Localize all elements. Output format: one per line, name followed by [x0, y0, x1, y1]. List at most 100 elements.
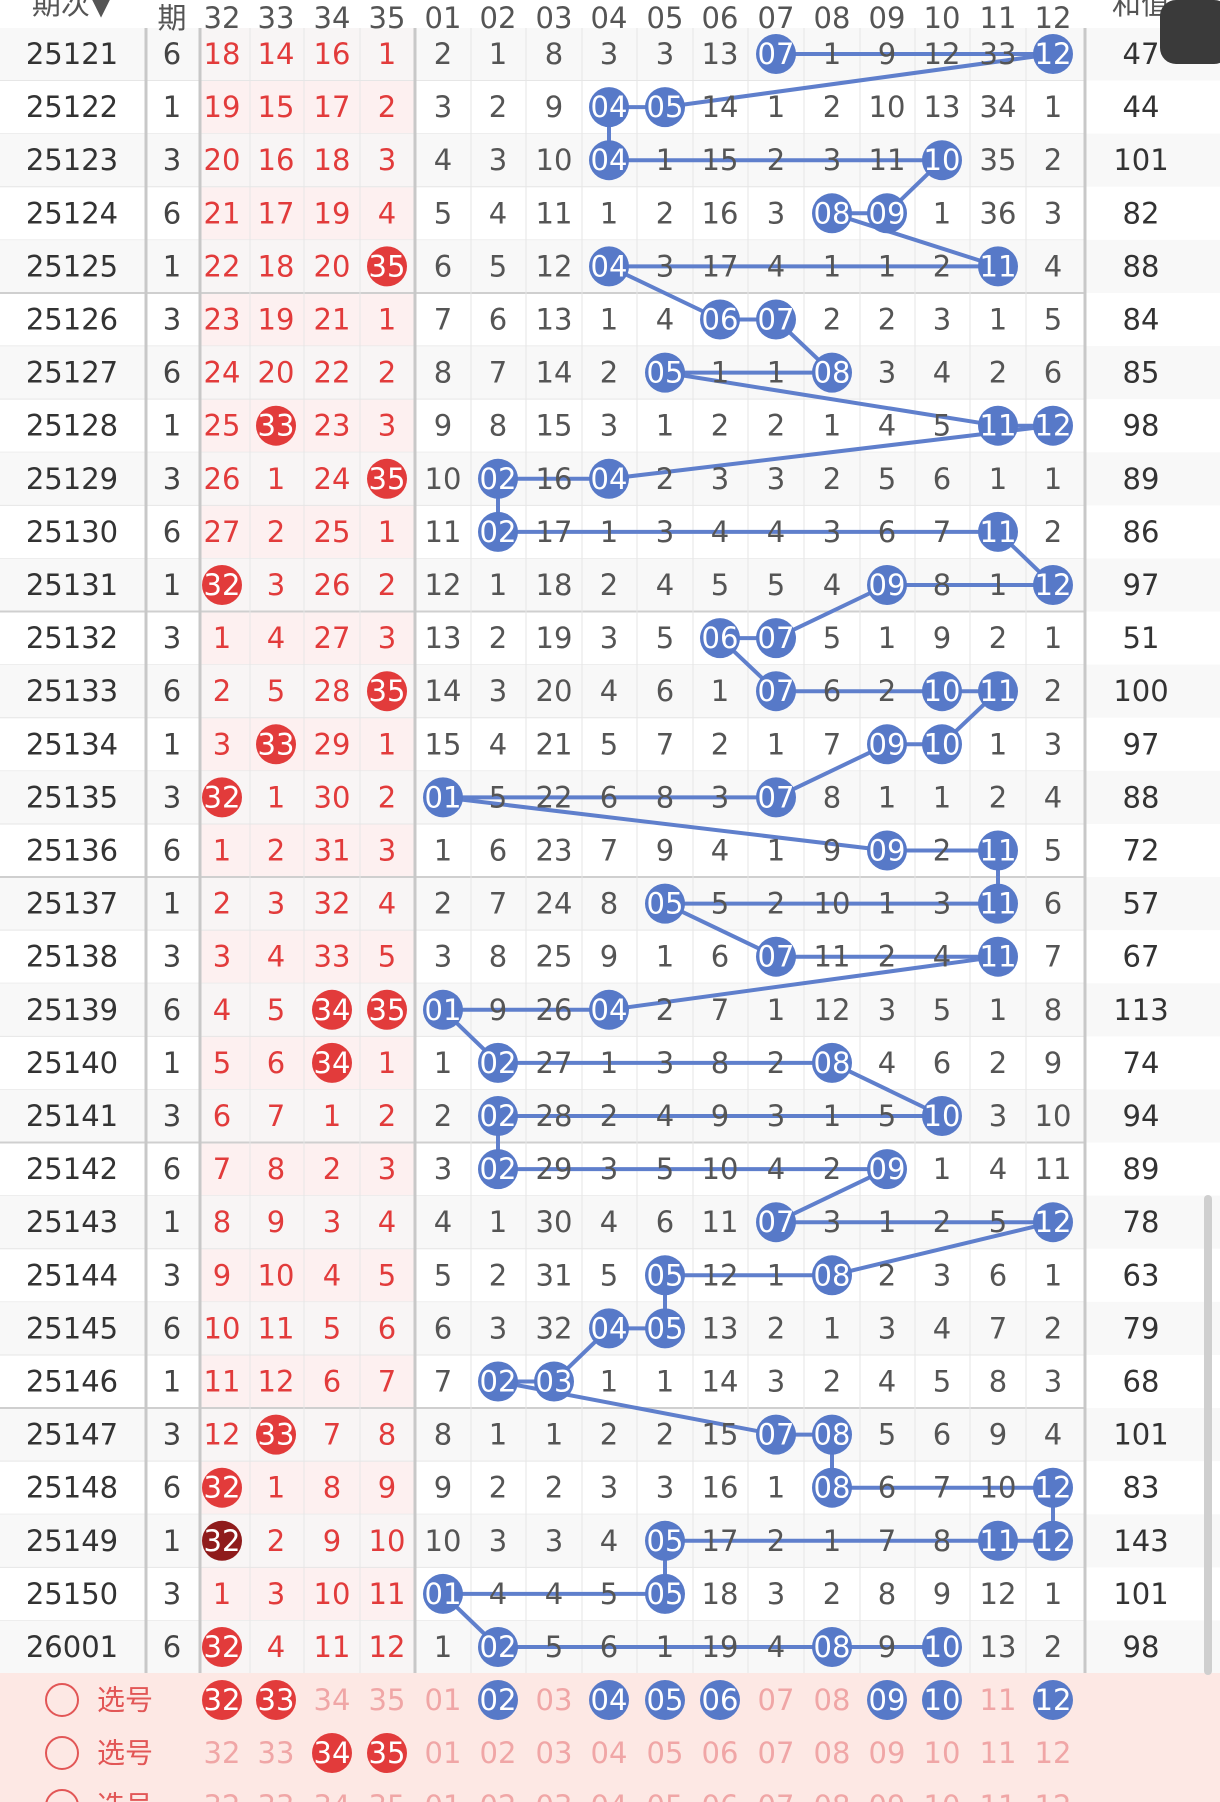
blue-miss-cell: 1	[434, 1046, 452, 1080]
pick-blue-option[interactable]: 04	[591, 1736, 628, 1770]
pick-blue-option[interactable]: 11	[980, 1683, 1017, 1717]
pick-blue-option[interactable]: 12	[1035, 1736, 1072, 1770]
pick-blue-label[interactable]: 04	[591, 1683, 628, 1717]
blue-miss-cell: 2	[823, 1365, 841, 1399]
pick-blue-option[interactable]: 06	[702, 1789, 739, 1802]
pick-red-option[interactable]: 35	[369, 1789, 406, 1802]
period-cell: 25139	[26, 993, 118, 1027]
pick-blue-ball[interactable]	[478, 1680, 518, 1720]
pick-red-ball[interactable]	[256, 1680, 296, 1720]
pick-blue-ball[interactable]	[867, 1680, 907, 1720]
pick-blue-option[interactable]: 03	[536, 1736, 573, 1770]
blue-miss-cell: 3	[656, 1046, 674, 1080]
pick-radio[interactable]	[45, 1789, 79, 1802]
trend-line	[831, 1220, 1054, 1278]
blue-ball-label: 12	[1035, 1205, 1072, 1239]
pick-blue-option[interactable]: 03	[536, 1683, 573, 1717]
pick-red-label[interactable]: 33	[258, 1683, 295, 1717]
pick-red-ball[interactable]	[367, 1733, 407, 1773]
pick-blue-label[interactable]: 09	[869, 1683, 906, 1717]
blue-miss-cell: 4	[933, 1311, 951, 1345]
red-miss-cell: 10	[369, 1524, 406, 1558]
pick-blue-option[interactable]: 12	[1035, 1789, 1072, 1802]
red-miss-cell: 3	[323, 1205, 341, 1239]
pick-red-option[interactable]: 34	[314, 1789, 351, 1802]
pick-blue-option[interactable]: 05	[647, 1789, 684, 1802]
sum-cell: 98	[1123, 1630, 1160, 1664]
pick-red-option[interactable]: 34	[314, 1683, 351, 1717]
blue-ball-label: 10	[924, 1630, 961, 1664]
blue-miss-cell: 4	[656, 303, 674, 337]
pick-blue-option[interactable]: 07	[758, 1736, 795, 1770]
pick-blue-ball[interactable]	[922, 1680, 962, 1720]
blue-ball-label: 05	[647, 887, 684, 921]
blue-miss-cell: 1	[656, 143, 674, 177]
pick-blue-ball[interactable]	[589, 1680, 629, 1720]
period-cell: 25134	[26, 727, 118, 761]
pick-blue-label[interactable]: 10	[924, 1683, 961, 1717]
pick-blue-option[interactable]: 07	[758, 1789, 795, 1802]
red-miss-cell: 19	[204, 90, 241, 124]
pick-blue-option[interactable]: 09	[869, 1736, 906, 1770]
pick-red-option[interactable]: 35	[369, 1683, 406, 1717]
scrollbar[interactable]	[1204, 1195, 1212, 1675]
header-blue-col: 06	[702, 1, 739, 35]
blue-ball	[478, 1042, 518, 1083]
pick-blue-option[interactable]: 08	[814, 1683, 851, 1717]
pick-blue-option[interactable]: 09	[869, 1789, 906, 1802]
pick-blue-ball[interactable]	[1033, 1680, 1073, 1720]
blue-miss-cell: 12	[425, 568, 462, 602]
blue-miss-cell: 2	[434, 37, 452, 71]
pick-red-option[interactable]: 33	[258, 1789, 295, 1802]
pick-blue-option[interactable]: 10	[924, 1789, 961, 1802]
pick-red-option[interactable]: 32	[204, 1736, 241, 1770]
pick-blue-option[interactable]: 02	[480, 1736, 517, 1770]
pick-blue-option[interactable]: 11	[980, 1736, 1017, 1770]
pick-red-option[interactable]: 32	[204, 1789, 241, 1802]
blue-miss-cell: 3	[933, 887, 951, 921]
blue-miss-cell: 3	[1044, 727, 1062, 761]
blue-miss-cell: 2	[600, 1099, 618, 1133]
pick-blue-label[interactable]: 02	[480, 1683, 517, 1717]
pick-radio[interactable]	[45, 1736, 79, 1770]
header-period[interactable]: 期次▼	[32, 0, 113, 21]
pick-red-label[interactable]: 35	[369, 1736, 406, 1770]
pick-blue-label[interactable]: 12	[1035, 1683, 1072, 1717]
pick-blue-option[interactable]: 08	[814, 1736, 851, 1770]
pick-blue-option[interactable]: 01	[425, 1683, 462, 1717]
pick-blue-option[interactable]: 10	[924, 1736, 961, 1770]
blue-ball-label: 08	[814, 1471, 851, 1505]
pick-blue-option[interactable]: 01	[425, 1789, 462, 1802]
red-ball-label: 35	[369, 249, 406, 283]
blue-ball	[534, 1361, 574, 1402]
pick-blue-option[interactable]: 11	[980, 1789, 1017, 1802]
pick-blue-ball[interactable]	[645, 1680, 685, 1720]
blue-miss-cell: 3	[489, 143, 507, 177]
blue-ball	[589, 246, 629, 287]
pick-blue-option[interactable]: 01	[425, 1736, 462, 1770]
red-ball	[202, 565, 242, 605]
pick-red-ball[interactable]	[312, 1733, 352, 1773]
pick-blue-option[interactable]: 08	[814, 1789, 851, 1802]
pick-blue-option[interactable]: 06	[702, 1736, 739, 1770]
pick-blue-option[interactable]: 03	[536, 1789, 573, 1802]
pick-red-label[interactable]: 32	[204, 1683, 241, 1717]
pick-blue-label[interactable]: 06	[702, 1683, 739, 1717]
pick-blue-option[interactable]: 07	[758, 1683, 795, 1717]
pick-red-option[interactable]: 33	[258, 1736, 295, 1770]
blue-miss-cell: 13	[702, 1311, 739, 1345]
pick-red-ball[interactable]	[202, 1680, 242, 1720]
pick-blue-option[interactable]: 02	[480, 1789, 517, 1802]
blue-miss-cell: 2	[1044, 515, 1062, 549]
blue-miss-cell: 1	[878, 780, 896, 814]
pick-blue-option[interactable]: 04	[591, 1789, 628, 1802]
pick-radio[interactable]	[45, 1683, 79, 1717]
blue-ball-label: 07	[758, 37, 795, 71]
floating-tab[interactable]	[1160, 0, 1220, 64]
pick-red-label[interactable]: 34	[314, 1736, 351, 1770]
pick-blue-ball[interactable]	[700, 1680, 740, 1720]
pick-blue-option[interactable]: 05	[647, 1736, 684, 1770]
blue-miss-cell: 12	[814, 993, 851, 1027]
pick-blue-label[interactable]: 05	[647, 1683, 684, 1717]
